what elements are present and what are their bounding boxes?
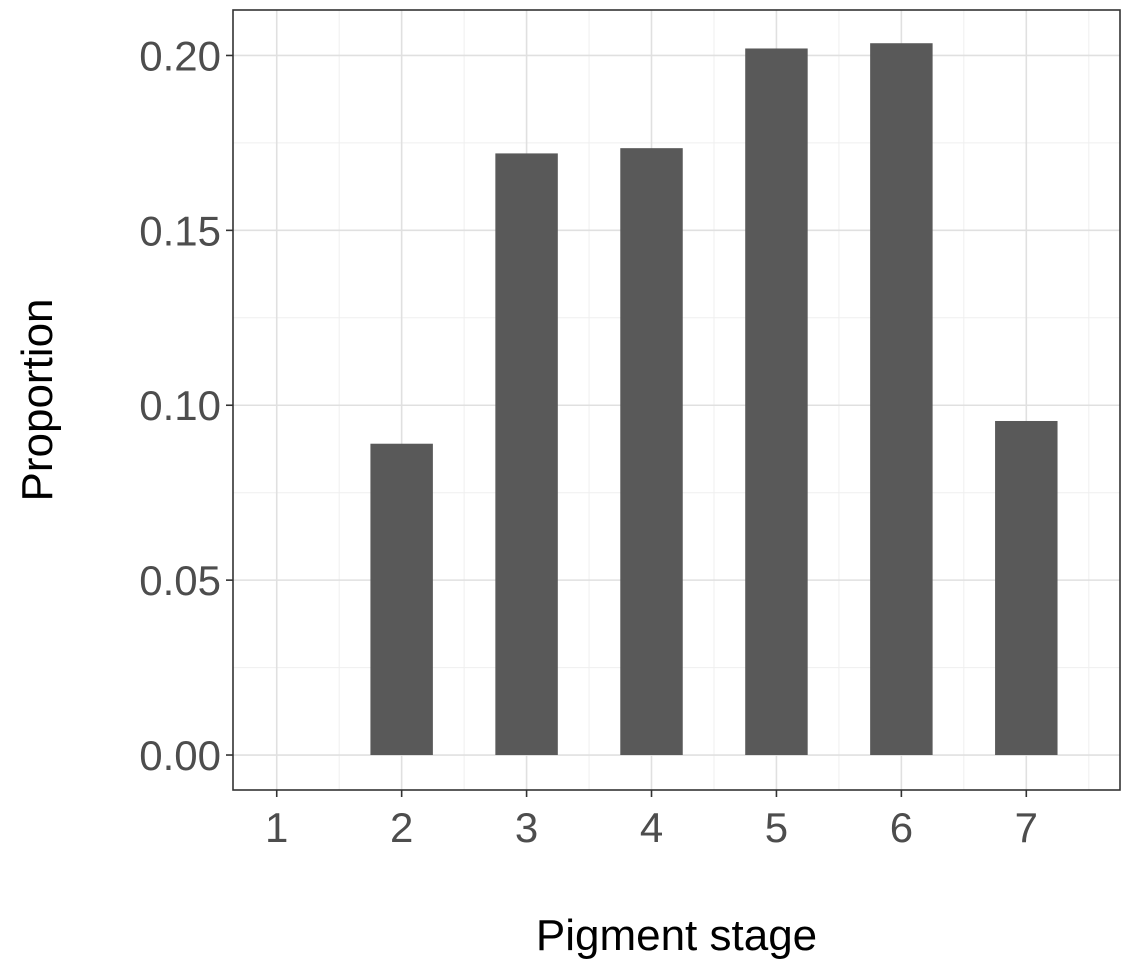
x-tick-label: 5 — [765, 804, 788, 851]
bar-stage-4 — [620, 148, 683, 756]
y-tick-label: 0.15 — [139, 207, 221, 254]
bar-stage-3 — [495, 153, 558, 756]
x-tick-label: 4 — [640, 804, 663, 851]
x-tick-label: 2 — [390, 804, 413, 851]
bar-stage-6 — [870, 43, 933, 756]
x-tick-label: 1 — [265, 804, 288, 851]
y-tick-label: 0.20 — [139, 32, 221, 79]
bar-stage-5 — [745, 48, 808, 756]
x-axis-ticks: 1 2 3 4 5 6 7 — [265, 790, 1038, 851]
y-axis-title: Proportion — [13, 298, 62, 501]
bars — [370, 43, 1058, 756]
panel-border — [232, 9, 1121, 791]
y-axis-ticks: 0.00 0.05 0.10 0.15 0.20 — [139, 32, 233, 779]
y-tick-label: 0.05 — [139, 557, 221, 604]
bar-stage-2 — [370, 443, 433, 756]
y-tick-label: 0.00 — [139, 732, 221, 779]
x-tick-label: 3 — [515, 804, 538, 851]
x-tick-label: 6 — [890, 804, 913, 851]
x-tick-label: 7 — [1015, 804, 1038, 851]
y-tick-label: 0.10 — [139, 382, 221, 429]
x-axis-title: Pigment stage — [536, 911, 817, 960]
bar-stage-7 — [995, 420, 1058, 756]
